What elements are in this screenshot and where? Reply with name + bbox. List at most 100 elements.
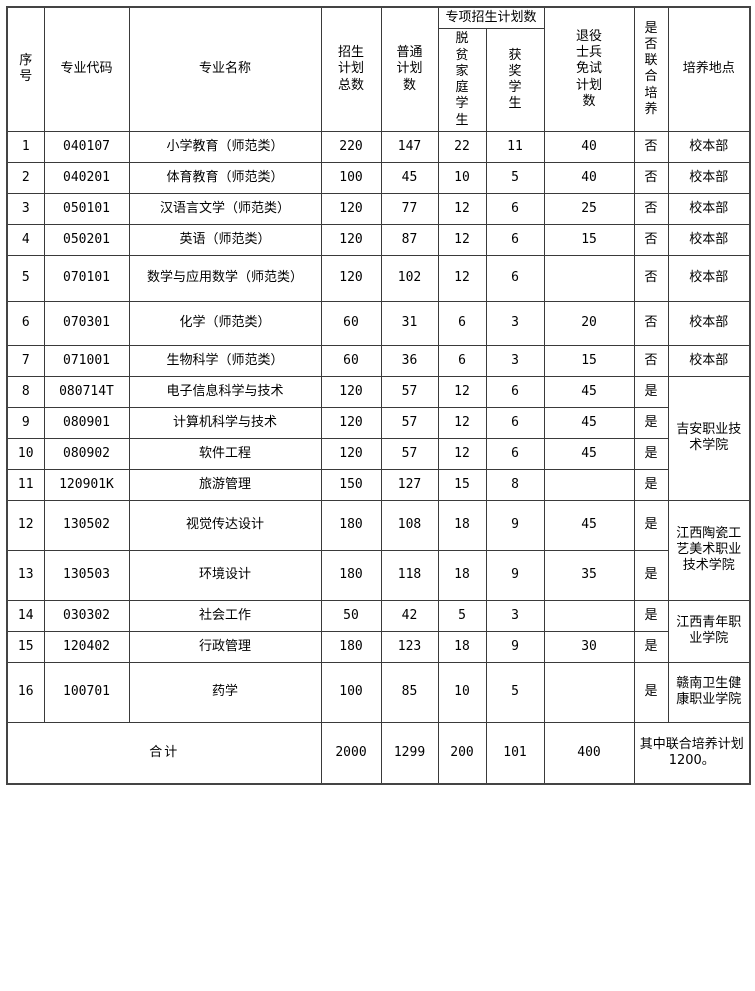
table-row: 6 070301 化学（师范类） 60 31 6 3 20 否 校本部	[6, 300, 751, 346]
table-row: 12 130502 视觉传达设计 180 108 18 9 45 是 江西陶瓷工…	[6, 499, 751, 601]
cell-normal: 57	[380, 375, 439, 408]
cell-code: 080901	[43, 406, 130, 439]
cell-poverty: 12	[437, 192, 487, 225]
cell-major-name: 药学	[128, 661, 322, 723]
cell-veteran: 25	[543, 192, 635, 225]
cell-award: 9	[485, 630, 545, 663]
table-body: 1 040107 小学教育（师范类） 220 147 22 11 40 否 校本…	[6, 130, 751, 785]
cell-major-name: 软件工程	[128, 437, 322, 470]
table-row: 14 030302 社会工作 50 42 5 3 是 江西青年职业学院	[6, 599, 751, 663]
cell-veteran: 15	[543, 223, 635, 256]
table-row: 1 040107 小学教育（师范类） 220 147 22 11 40 否 校本…	[6, 130, 751, 163]
cell-seq: 13	[6, 549, 45, 601]
cell-total: 120	[320, 375, 382, 408]
cell-major-name: 生物科学（师范类）	[128, 344, 322, 377]
cell-normal: 118	[380, 549, 439, 601]
cell-place-merged-ceramic: 江西陶瓷工艺美术职业技术学院	[667, 499, 751, 601]
cell-normal: 85	[380, 661, 439, 723]
cell-place: 校本部	[667, 130, 751, 163]
cell-veteran	[543, 468, 635, 501]
cell-code: 040201	[43, 161, 130, 194]
header-major-name: 专业名称	[128, 6, 322, 132]
cell-seq: 9	[6, 406, 45, 439]
total-veteran-sum: 400	[543, 721, 635, 785]
cell-poverty: 10	[437, 661, 487, 723]
cell-code: 100701	[43, 661, 130, 723]
cell-seq: 14	[6, 599, 45, 632]
cell-veteran: 45	[543, 375, 635, 408]
cell-seq: 6	[6, 300, 45, 346]
cell-poverty: 12	[437, 223, 487, 256]
cell-place-merged-jian: 吉安职业技术学院	[667, 375, 751, 501]
cell-total: 100	[320, 161, 382, 194]
cell-normal: 77	[380, 192, 439, 225]
cell-poverty: 6	[437, 344, 487, 377]
cell-award: 3	[485, 300, 545, 346]
cell-place: 校本部	[667, 300, 751, 346]
cell-joint: 否	[633, 300, 669, 346]
cell-award: 9	[485, 499, 545, 551]
cell-poverty: 5	[437, 599, 487, 632]
table-row: 2 040201 体育教育（师范类） 100 45 10 5 40 否 校本部	[6, 161, 751, 194]
cell-total: 120	[320, 192, 382, 225]
table-row: 9 080901 计算机科学与技术 120 57 12 6 45 是	[6, 406, 750, 439]
cell-total: 120	[320, 437, 382, 470]
cell-normal: 123	[380, 630, 439, 663]
cell-place: 校本部	[667, 344, 751, 377]
cell-poverty: 12	[437, 406, 487, 439]
cell-total: 180	[320, 630, 382, 663]
header-joint-training: 是否联合培养	[633, 6, 669, 132]
cell-total: 60	[320, 300, 382, 346]
table-header: 序号 专业代码 专业名称 招生 计划 总数 普通 计划数 专项招生计划数 退役 士兵 免试…	[6, 6, 751, 132]
cell-poverty: 12	[437, 254, 487, 302]
cell-major-name: 化学（师范类）	[128, 300, 322, 346]
cell-award: 6	[485, 192, 545, 225]
cell-total: 180	[320, 549, 382, 601]
header-award-student: 获奖学生	[485, 28, 545, 132]
cell-normal: 42	[380, 599, 439, 632]
cell-veteran: 15	[543, 344, 635, 377]
cell-joint: 是	[633, 599, 669, 632]
cell-poverty: 10	[437, 161, 487, 194]
total-note: 其中联合培养计划 1200。	[633, 721, 751, 785]
cell-poverty: 15	[437, 468, 487, 501]
cell-major-name: 体育教育（师范类）	[128, 161, 322, 194]
cell-place-merged-youth: 江西青年职业学院	[667, 599, 751, 663]
cell-veteran: 30	[543, 630, 635, 663]
cell-place: 校本部	[667, 192, 751, 225]
header-total-plan: 招生 计划 总数	[320, 6, 382, 132]
cell-poverty: 18	[437, 549, 487, 601]
cell-code: 030302	[43, 599, 130, 632]
cell-code: 120901K	[43, 468, 130, 501]
cell-normal: 108	[380, 499, 439, 551]
cell-total: 120	[320, 254, 382, 302]
cell-poverty: 12	[437, 375, 487, 408]
cell-major-name: 汉语言文学（师范类）	[128, 192, 322, 225]
cell-major-name: 计算机科学与技术	[128, 406, 322, 439]
cell-award: 11	[485, 130, 545, 163]
cell-award: 6	[485, 254, 545, 302]
cell-joint: 否	[633, 192, 669, 225]
cell-veteran: 45	[543, 499, 635, 551]
cell-total: 180	[320, 499, 382, 551]
cell-major-name: 小学教育（师范类）	[128, 130, 322, 163]
cell-total: 150	[320, 468, 382, 501]
header-row-top: 序号 专业代码 专业名称 招生 计划 总数 普通 计划数 专项招生计划数 退役 士兵 免试…	[6, 6, 751, 132]
cell-joint: 否	[633, 254, 669, 302]
cell-award: 6	[485, 223, 545, 256]
cell-code: 070101	[43, 254, 130, 302]
cell-code: 080902	[43, 437, 130, 470]
cell-normal: 57	[380, 437, 439, 470]
cell-joint: 是	[633, 549, 669, 601]
header-poverty-student: 脱贫家庭学生	[437, 28, 487, 132]
cell-seq: 11	[6, 468, 45, 501]
cell-veteran: 40	[543, 130, 635, 163]
cell-place: 校本部	[667, 161, 751, 194]
table-row: 7 071001 生物科学（师范类） 60 36 6 3 15 否 校本部	[6, 344, 751, 377]
cell-total: 100	[320, 661, 382, 723]
cell-normal: 57	[380, 406, 439, 439]
cell-award: 3	[485, 344, 545, 377]
cell-major-name: 环境设计	[128, 549, 322, 601]
cell-major-name: 英语（师范类）	[128, 223, 322, 256]
cell-major-name: 电子信息科学与技术	[128, 375, 322, 408]
